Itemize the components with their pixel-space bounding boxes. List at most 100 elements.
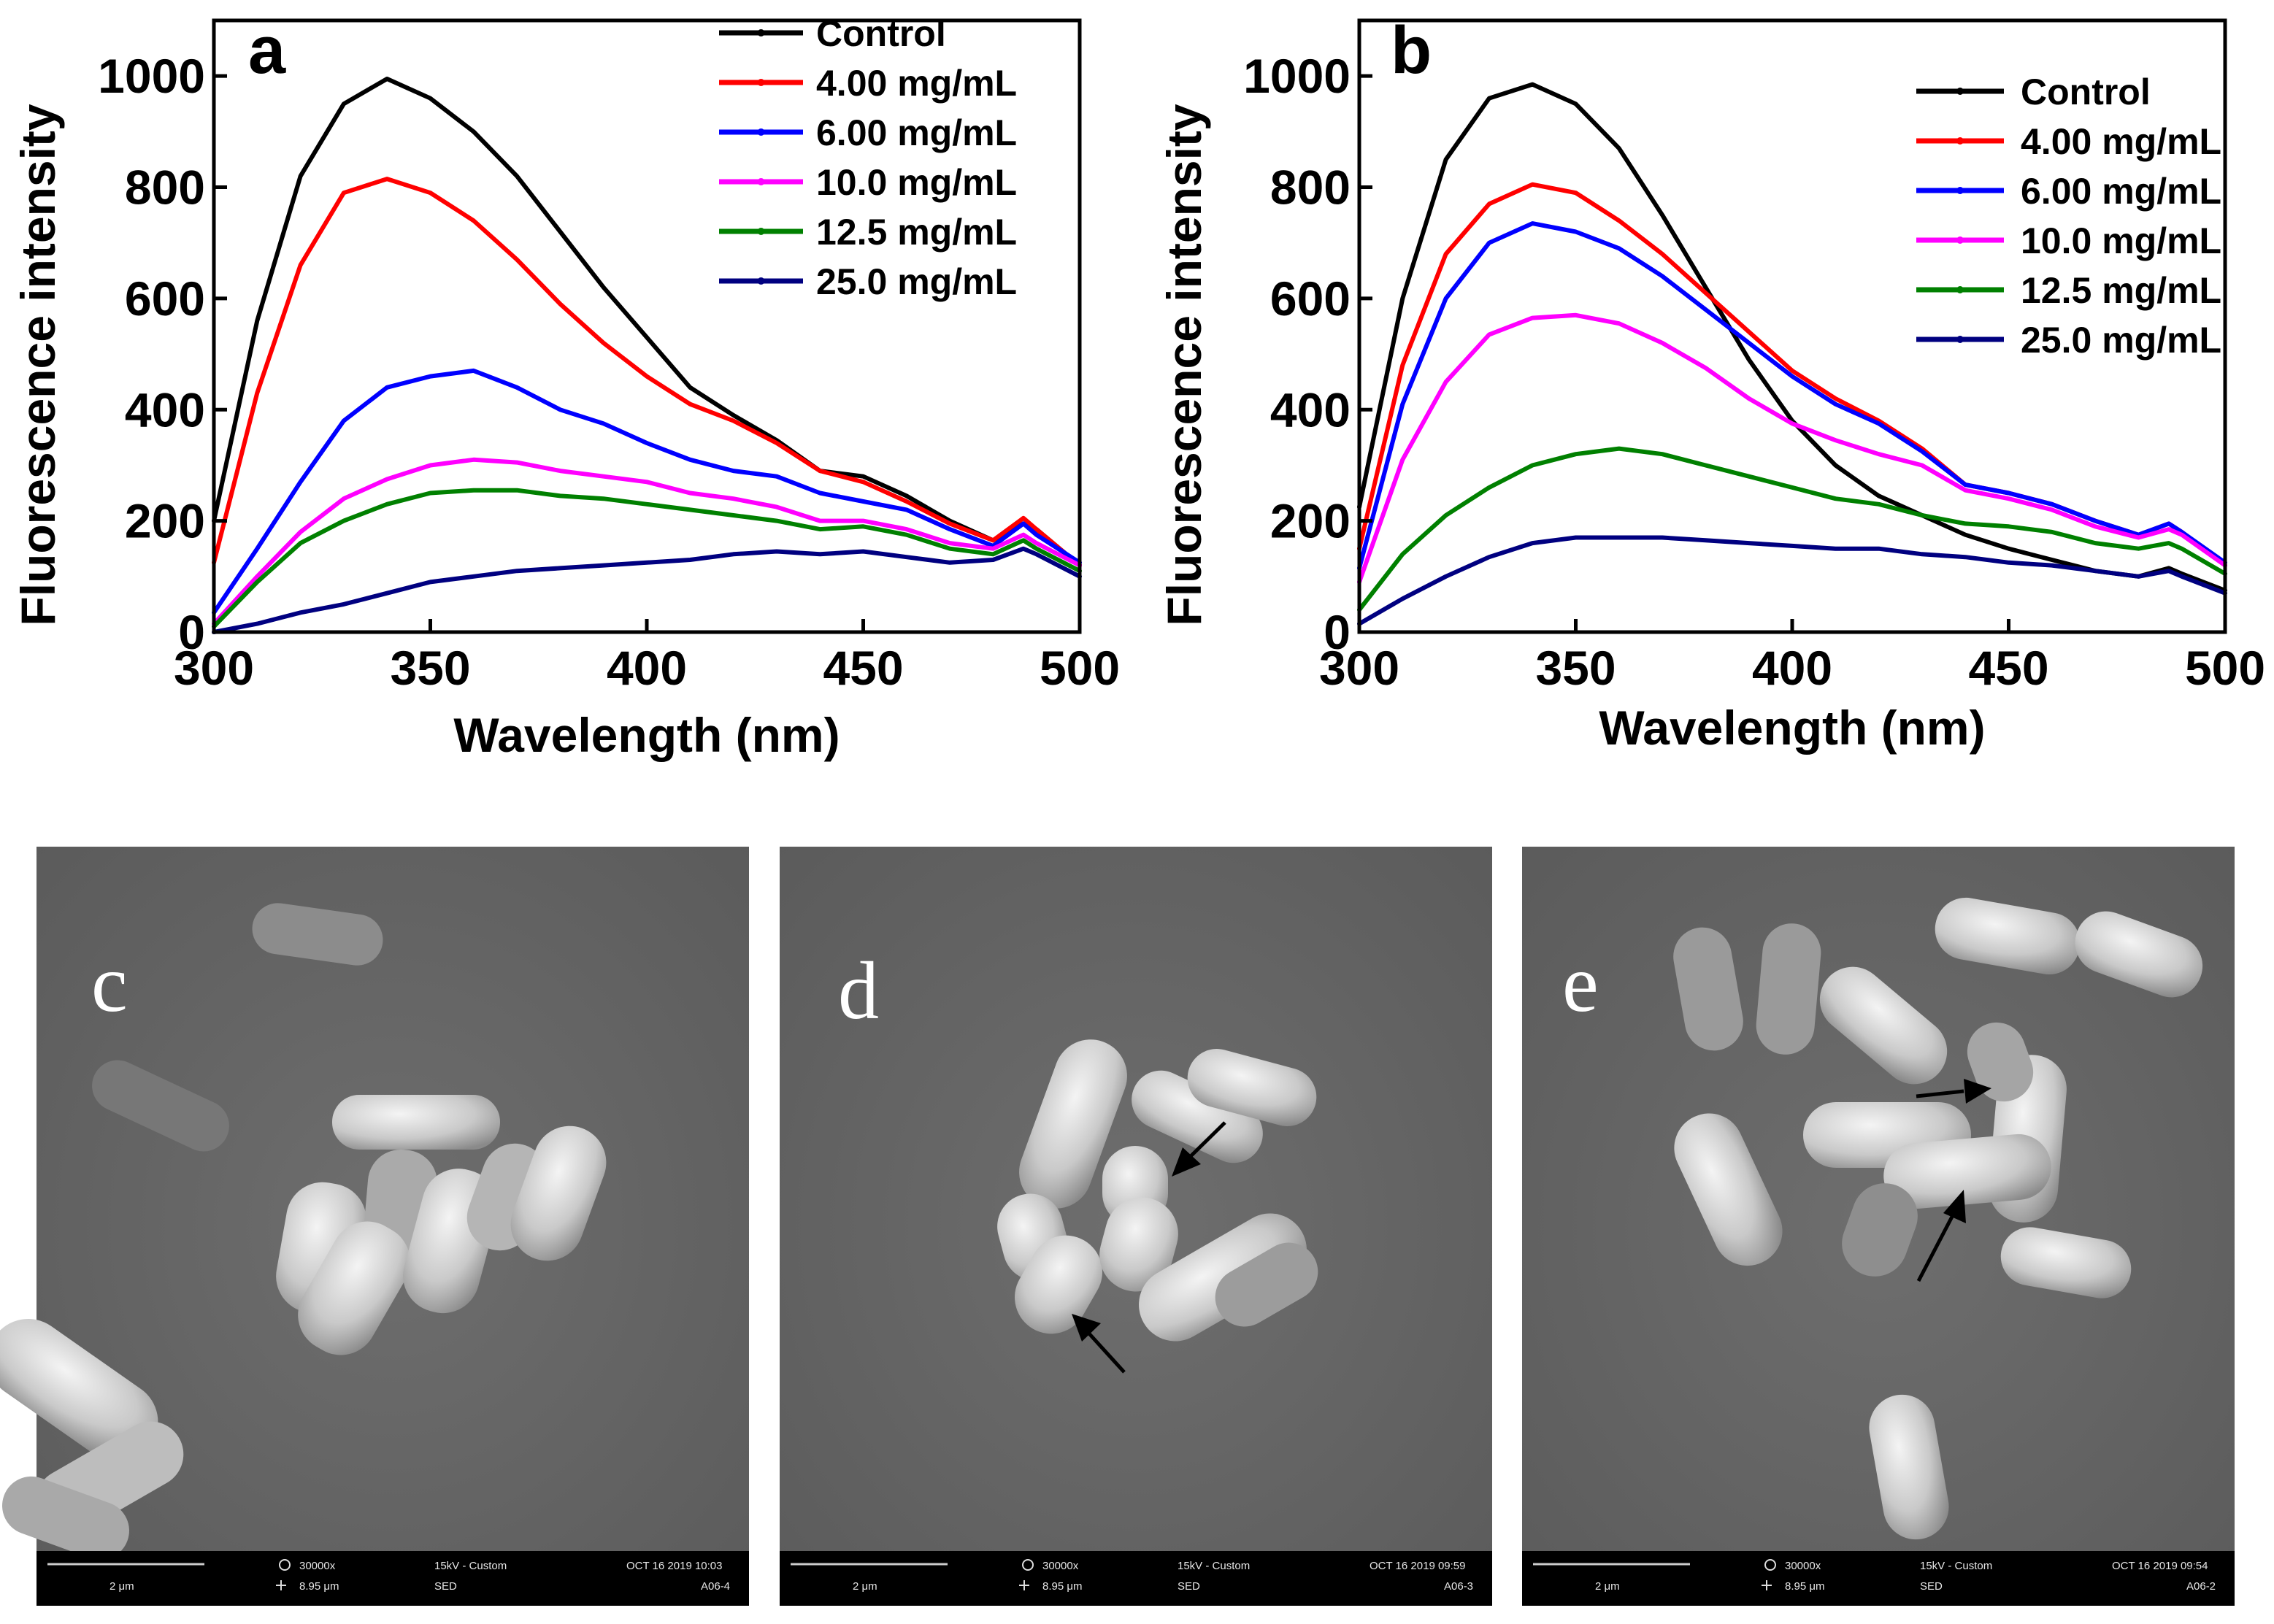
plot-a-legend-marker [757, 29, 765, 36]
plot-a-legend-label: 10.0 mg/mL [816, 162, 1017, 203]
sem-e-arrow-bottom [1916, 1214, 1955, 1282]
plot-b-legend-label: 4.00 mg/mL [2021, 121, 2221, 162]
sem-c-letter: c [91, 939, 128, 1029]
sem-c-hfw-text: 8.95 μm [299, 1580, 339, 1593]
sem-e-date-text: OCT 16 2019 09:54 [2112, 1560, 2208, 1572]
plot-a-legend-label: 6.00 mg/mL [816, 112, 1017, 153]
plot-b-xtick-label: 350 [1535, 641, 1616, 695]
plot-a-series-1 [212, 177, 1082, 568]
magnifier-icon [1022, 1559, 1034, 1571]
plot-b-xtick-label: 450 [1968, 641, 2048, 695]
plot-b-legend-marker [1956, 88, 1964, 95]
plot-b-legend-label: 25.0 mg/mL [2021, 320, 2221, 361]
plot-b-series-4 [1357, 446, 2227, 612]
plot-a-xtick-label: 350 [390, 641, 470, 695]
plot-b-ytick-label: 0 [1324, 605, 1351, 659]
plot-b-ytick-label: 1000 [1243, 49, 1351, 103]
sem-c-databar [37, 1551, 749, 1606]
plot-a-ytick-label: 200 [125, 494, 205, 548]
sem-d-arrow-bottom [1086, 1331, 1126, 1374]
plot-a-legend-label: 4.00 mg/mL [816, 63, 1017, 104]
sem-d-id-text: A06-3 [1444, 1580, 1473, 1593]
sem-c-det-text: SED [434, 1580, 457, 1593]
plot-b-legend: Control 4.00 mg/mL 6.00 mg/mL 10.0 mg/mL 12.… [1916, 72, 2221, 361]
magnifier-icon [1764, 1559, 1776, 1571]
plot-a-legend-label: Control [816, 13, 946, 54]
magnifier-icon [279, 1559, 291, 1571]
sem-c-mag-text: 30000x [299, 1560, 336, 1572]
chart-panel-a: 300 350 400 450 500 0 200 400 600 800 1000 a Wavel… [11, 13, 1120, 762]
sem-d-det-text: SED [1178, 1580, 1200, 1593]
sem-e-letter: e [1562, 939, 1599, 1029]
plot-b-ylabel: Fluorescence intensity [1157, 104, 1211, 626]
plot-a-ytick-label: 600 [125, 272, 205, 326]
plot-b-legend-marker [1956, 236, 1964, 244]
plot-b-legend-marker [1956, 286, 1964, 293]
sem-image-d: d 2 μm 30000x 8.95 μm 15kV - Custom SED … [780, 847, 1492, 1606]
sem-d-mag-text: 30000x [1042, 1560, 1079, 1572]
sem-image-c: c 2 μm 30000x 8.95 μm 15kV - Custom SED … [0, 847, 749, 1606]
sem-d-databar [780, 1551, 1492, 1606]
plot-b-xtick-label: 500 [2185, 641, 2265, 695]
plot-a-ytick-label: 0 [178, 605, 205, 659]
plot-b-legend-label: 10.0 mg/mL [2021, 220, 2221, 261]
sem-d-date-text: OCT 16 2019 09:59 [1370, 1560, 1465, 1572]
plot-a-series-5 [212, 546, 1082, 634]
plot-a-ytick-label: 1000 [98, 49, 205, 103]
sem-d-letter: d [838, 946, 879, 1036]
plot-a-xtick-label: 300 [174, 641, 254, 695]
panel-b-letter: b [1391, 13, 1432, 88]
plot-b-ytick-label: 400 [1270, 382, 1351, 436]
sem-c-hv-text: 15kV - Custom [434, 1560, 507, 1572]
plot-b-legend-label: Control [2021, 72, 2151, 112]
plot-b-legend-label: 12.5 mg/mL [2021, 270, 2221, 311]
sem-c-bacteria [0, 903, 607, 1560]
hfw-icon [1019, 1580, 1029, 1590]
sem-image-e: e 2 μm 30000x 8.95 μm 15kV - Custom SED … [1522, 847, 2235, 1606]
sem-e-arrow-top-head [1964, 1079, 1991, 1104]
hfw-icon [1762, 1580, 1772, 1590]
plot-b-xtick-label: 400 [1752, 641, 1832, 695]
plot-b-series-3 [1357, 312, 2227, 585]
sem-e-hfw-text: 8.95 μm [1785, 1580, 1825, 1593]
hfw-icon [276, 1580, 286, 1590]
sem-e-arrow-top [1916, 1089, 1964, 1098]
sem-e-mag-text: 30000x [1785, 1560, 1821, 1572]
sem-e-det-text: SED [1920, 1580, 1943, 1593]
plot-a-ytick-label: 400 [125, 382, 205, 436]
plot-b-legend-marker [1956, 336, 1964, 343]
plot-a-xlabel: Wavelength (nm) [453, 708, 840, 762]
plot-b-xlabel: Wavelength (nm) [1599, 701, 1985, 755]
sem-c-date-text: OCT 16 2019 10:03 [626, 1560, 722, 1572]
plot-a-legend-label: 12.5 mg/mL [816, 212, 1017, 253]
plot-b-ytick-label: 600 [1270, 272, 1351, 326]
plot-a-xtick-label: 500 [1040, 641, 1120, 695]
plot-a-series-4 [212, 488, 1082, 629]
plot-a-series-3 [212, 457, 1082, 626]
plot-a-ylabel: Fluorescence intensity [11, 104, 65, 626]
plot-b-ticks: 300 350 400 450 500 0 200 400 600 800 1000 [1243, 49, 2265, 695]
plot-b-series-2 [1357, 221, 2227, 571]
chart-panel-b: 300 350 400 450 500 0 200 400 600 800 1000 b Wavel… [1157, 13, 2265, 755]
plot-b-ytick-label: 800 [1270, 161, 1351, 215]
plot-a-series-group [212, 77, 1082, 634]
plot-a-legend-label: 25.0 mg/mL [816, 261, 1017, 302]
plot-a-legend-marker [757, 228, 765, 235]
panel-a-letter: a [248, 13, 286, 88]
plot-a-legend-marker [757, 178, 765, 185]
sem-d-arrow-bottom-head [1072, 1314, 1101, 1342]
plot-a-legend-marker [757, 277, 765, 285]
plot-a-legend-marker [757, 128, 765, 136]
sem-d-bacteria [997, 1039, 1318, 1342]
plot-b-series-group [1357, 82, 2227, 626]
plot-a-ytick-label: 800 [125, 161, 205, 215]
sem-e-arrow-bottom-head [1943, 1190, 1966, 1223]
plot-b-xtick-label: 300 [1319, 641, 1399, 695]
sem-c-id-text: A06-4 [701, 1580, 730, 1593]
plot-b-series-5 [1357, 535, 2227, 626]
plot-a-legend-marker [757, 79, 765, 86]
sem-e-hv-text: 15kV - Custom [1920, 1560, 1992, 1572]
plot-a-xtick-label: 400 [607, 641, 687, 695]
sem-d-arrow-top-head [1172, 1147, 1201, 1177]
